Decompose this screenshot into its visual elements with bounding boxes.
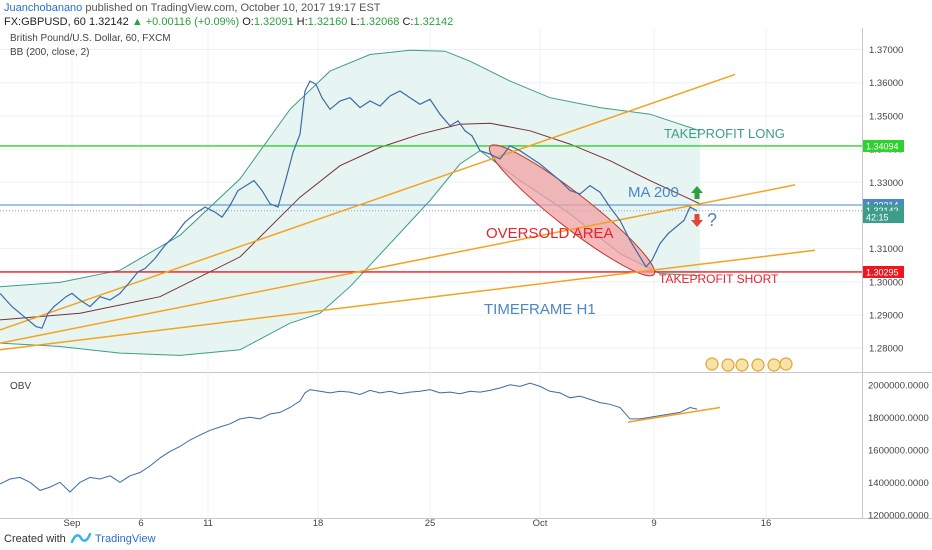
- event-flag-icon[interactable]: [735, 358, 749, 372]
- price-tick-label: 1.30000: [869, 277, 903, 288]
- economic-event-icons[interactable]: [705, 357, 793, 372]
- chart-header: Juanchobanano published on TradingView.c…: [0, 0, 932, 30]
- oversold-area-label[interactable]: OVERSOLD AREA: [486, 225, 614, 242]
- price-tick-label: 1.36000: [869, 78, 903, 89]
- obv-tick-label: 2000000.0000: [868, 380, 929, 391]
- pair-title: British Pound/U.S. Dollar, 60, FXCM: [10, 33, 171, 44]
- indicator-label[interactable]: BB (200, close, 2): [10, 47, 90, 58]
- last-price: 1.32142: [88, 16, 129, 28]
- event-flag-icon[interactable]: [721, 358, 735, 372]
- obv-series: [0, 382, 698, 493]
- tradingview-brand[interactable]: TradingView: [95, 533, 156, 545]
- price-marker-label: 1.30295: [866, 267, 899, 277]
- oversold-area-ellipse[interactable]: [480, 133, 665, 288]
- timeframe-label[interactable]: TIMEFRAME H1: [484, 301, 596, 318]
- footer: Created with TradingView: [0, 528, 932, 550]
- event-flag-icon[interactable]: [705, 357, 719, 371]
- obv-tick-label: 1600000.0000: [868, 445, 929, 456]
- time-tick-label: 25: [425, 518, 436, 529]
- trendline[interactable]: [0, 184, 796, 344]
- tradingview-logo-icon: [70, 532, 92, 544]
- arrow-down-icon: [691, 214, 703, 227]
- price-tick-label: 1.29000: [869, 310, 903, 321]
- quote-line: FX:GBPUSD, 60 1.32142 ▲ +0.00116 (+0.09%…: [4, 16, 453, 28]
- obv-tick-label: 1800000.0000: [868, 413, 929, 424]
- bollinger-band-fill: [0, 50, 700, 356]
- price-marker-box: [863, 211, 904, 224]
- obv-label[interactable]: OBV: [10, 381, 32, 392]
- time-tick-label: 6: [138, 518, 143, 529]
- time-tick-label: 11: [203, 518, 213, 529]
- price-tick-label: 1.35000: [869, 111, 903, 122]
- symbol-label[interactable]: FX:GBPUSD, 60: [4, 16, 86, 28]
- open-label: O:: [242, 16, 254, 28]
- obv-axis-ticks[interactable]: 2000000.0000 1800000.0000 1600000.0000 1400…: [868, 380, 929, 521]
- price-tick-label: 1.37000: [869, 45, 903, 56]
- event-flag-icon[interactable]: [751, 358, 765, 372]
- ma-200-label[interactable]: MA 200: [628, 184, 679, 201]
- takeprofit-long-label[interactable]: TAKEPROFIT LONG: [664, 126, 785, 141]
- low-label: L:: [350, 16, 360, 28]
- obv-trendline-segment[interactable]: [627, 406, 721, 423]
- high-value: 1.32160: [307, 16, 348, 28]
- time-axis-ticks[interactable]: Sep 6 11 18 25 Oct 9 16: [64, 518, 772, 529]
- price-marker-box: [863, 265, 904, 278]
- time-tick-label: 18: [313, 518, 324, 529]
- close-label: C:: [402, 16, 414, 28]
- arrow-up-icon: [691, 186, 703, 199]
- trendline[interactable]: [0, 249, 816, 351]
- open-value: 1.32091: [253, 16, 294, 28]
- price-series: [0, 80, 698, 329]
- takeprofit-short-label[interactable]: TAKEPROFIT SHORT: [659, 272, 779, 286]
- trendline[interactable]: [0, 73, 736, 331]
- horizontal-levels[interactable]: [0, 145, 862, 273]
- time-tick-label: Oct: [533, 518, 548, 529]
- price-marker-label: 42:15: [866, 213, 889, 223]
- price-markers[interactable]: 1.340941.323141.3214242:151.30295: [863, 139, 904, 278]
- high-label: H:: [296, 16, 308, 28]
- question-mark-label[interactable]: ?: [707, 210, 717, 230]
- time-tick-label: 16: [761, 518, 772, 529]
- event-flag-icon[interactable]: [779, 357, 793, 371]
- created-with-text: Created with: [4, 533, 66, 545]
- event-flag-icon[interactable]: [767, 358, 781, 372]
- published-text: published on TradingView.com, October 10…: [85, 2, 381, 14]
- moving-average-200: [0, 122, 701, 321]
- price-tick-label: 1.28000: [869, 344, 903, 355]
- low-value: 1.32068: [359, 16, 400, 28]
- trendlines[interactable]: [0, 73, 816, 351]
- time-tick-label: 9: [651, 518, 656, 529]
- price-tick-label: 1.33000: [869, 178, 903, 189]
- price-marker-box: [863, 139, 904, 152]
- publish-line: Juanchobanano published on TradingView.c…: [4, 2, 381, 14]
- close-value: 1.32142: [413, 16, 454, 28]
- obv-pane[interactable]: [0, 375, 862, 518]
- price-marker[interactable]: 1.30295: [863, 265, 904, 278]
- time-tick-label: Sep: [64, 518, 81, 529]
- author-link[interactable]: Juanchobanano: [4, 2, 83, 14]
- obv-tick-label: 1200000.0000: [868, 510, 929, 521]
- price-marker-label: 1.34094: [866, 141, 899, 151]
- price-marker[interactable]: 42:15: [863, 211, 904, 224]
- obv-trendline[interactable]: [627, 406, 721, 423]
- price-tick-label: 1.31000: [869, 244, 903, 255]
- obv-tick-label: 1400000.0000: [868, 478, 929, 489]
- bollinger-upper-band: [0, 49, 701, 288]
- price-change: ▲ +0.00116 (+0.09%): [131, 16, 240, 28]
- price-marker[interactable]: 1.34094: [863, 139, 904, 152]
